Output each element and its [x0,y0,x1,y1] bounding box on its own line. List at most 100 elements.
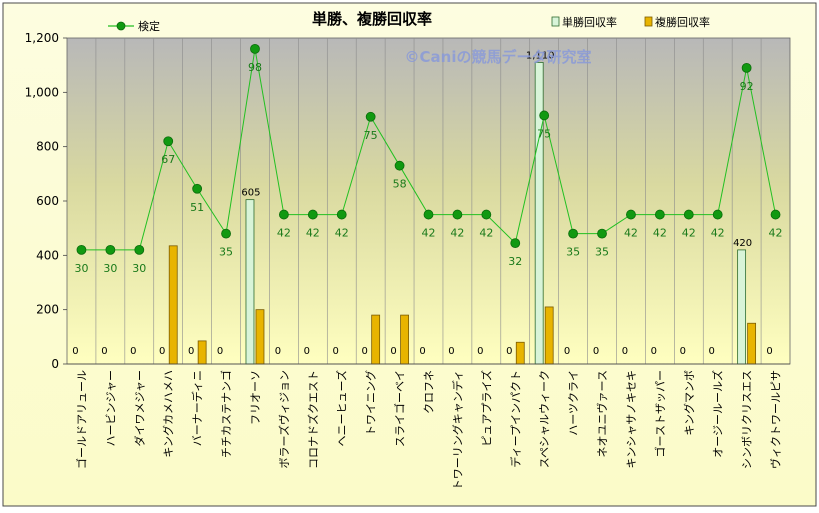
test-point-label: 51 [190,201,204,214]
y-axis: 0 200 400 600 800 1,000 1,200 [25,31,67,371]
test-point [134,244,145,255]
test-point [683,209,694,220]
test-point [597,228,607,239]
legend-place-swatch [644,16,653,27]
win-bar [534,62,544,365]
win-bar-label: 0 [333,346,339,357]
win-bar-label: 0 [622,346,628,357]
x-tick-label: コロナドズクエスト [306,370,320,469]
test-point-label: 42 [306,227,320,240]
test-point [741,62,752,73]
win-bar-label: 0 [275,346,281,357]
win-bar-label: 0 [448,346,454,357]
win-bar-label: 420 [733,238,752,249]
test-point [307,209,318,220]
test-point [770,209,781,220]
legend-label: 単勝回収率 [562,15,617,29]
test-point [452,209,463,220]
test-point-label: 35 [566,246,580,259]
win-bar-label: 0 [159,346,165,357]
test-point-label: 30 [103,262,117,275]
x-tick-label: ボラーズヴィジョン [277,370,291,468]
x-tick-label: ゴーストザッパー [653,370,667,457]
place-bar [371,314,381,365]
test-point-label: 30 [132,262,146,275]
win-bar-label: 0 [217,346,223,357]
x-tick-label: シンボリクリスエス [741,370,754,469]
test-point [654,209,665,220]
x-tick-label: ヴィクトワールピサ [769,370,783,469]
test-point-label: 98 [248,61,262,74]
test-point-label: 30 [74,262,88,275]
x-tick-label: キンシャサノキセキ [625,370,638,468]
test-point [568,228,578,239]
win-bar-label: 0 [709,346,715,357]
win-bar-label: 0 [361,346,367,357]
y-tick-label: 400 [36,248,59,262]
test-point-label: 42 [682,227,696,240]
test-point [250,43,260,54]
x-tick-label: ディープインパクト [508,370,522,468]
x-tick-label: ヘニーヒューズ [335,370,349,446]
test-point-label: 75 [364,129,378,142]
win-bar-label: 0 [188,346,194,357]
test-point-label: 42 [711,227,725,240]
place-bar [197,340,207,365]
test-point [539,110,550,121]
test-point-label: 32 [508,255,522,268]
place-bar [168,245,178,365]
x-tick-label: トワイニング [364,370,378,436]
win-bar [245,199,255,365]
win-bar-label: 0 [390,346,396,357]
legend-win-swatch [551,16,560,27]
test-point-label: 75 [537,127,551,140]
x-tick-label: オージールールズ [711,370,725,458]
x-tick-label: ダイワメジャー [132,370,146,446]
x-tick-label: クロフネ [423,370,436,414]
y-tick-label: 800 [36,140,59,154]
x-tick-label: チチカステナンゴ [219,370,233,458]
test-point [221,228,231,239]
x-tick-label: ハーツクライ [567,370,580,436]
y-tick-label: 600 [36,194,59,208]
test-point [336,209,347,220]
test-point-label: 42 [422,227,436,240]
test-point [423,209,434,220]
win-bar-label: 0 [130,346,136,357]
test-point [278,209,289,220]
plot-area [66,37,791,365]
x-tick-label: ピュアプライズ [479,370,493,446]
test-point-label: 42 [624,227,638,240]
y-tick-label: 1,200 [25,31,59,45]
x-tick-label: ネオユニヴァース [595,370,609,457]
test-point-label: 67 [161,153,175,166]
test-point-label: 42 [479,227,493,240]
win-bar-label: 0 [766,346,772,357]
x-tick-label: ハービンジャー [104,370,117,446]
x-tick-label: バーナーディニ [190,370,204,446]
win-bar-label: 0 [477,346,483,357]
test-point-label: 42 [769,227,783,240]
test-line: 30 30 30 67 51 35 98 42 42 42 75 58 42 42 42 32 75 35 35 42… [74,43,783,275]
test-point [626,209,636,220]
test-point [365,111,376,122]
win-bar-label: 0 [593,346,599,357]
win-bar-label: 605 [241,188,260,199]
x-tick-label: スライゴーベイ [393,370,407,447]
x-tick-label: フリオーソ [249,370,262,425]
watermark: ©Caniの競馬データ研究室 [405,48,592,66]
test-point [76,244,87,255]
grid-lines [95,38,762,364]
x-tick-label: キングマンボ [682,370,696,436]
test-point-label: 58 [393,178,407,191]
y-tick-label: 1,000 [25,85,59,99]
legend-label: 複勝回収率 [655,15,710,29]
y-tick-label: 0 [51,357,59,371]
win-bar-label: 0 [72,346,78,357]
place-bar [400,314,409,365]
test-point [712,209,723,220]
test-point-label: 35 [219,246,233,259]
x-axis: ゴールドアリュール ハービンジャー ダイワメジャー キングカメハメハ バーナーディニ チチ… [67,363,790,490]
